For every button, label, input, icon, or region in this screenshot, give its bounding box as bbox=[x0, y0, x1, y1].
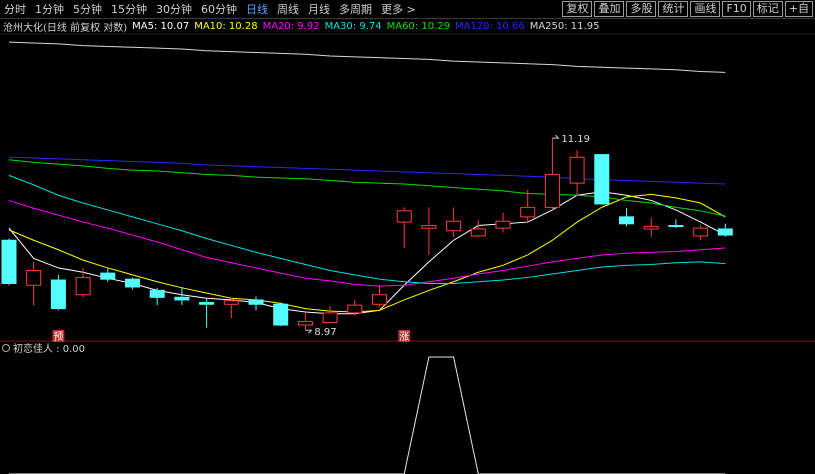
period-tab[interactable]: 月线 bbox=[308, 3, 330, 16]
signal-text: 预 bbox=[53, 331, 63, 343]
tool-button[interactable]: 复权 bbox=[562, 1, 593, 17]
legend-row: 沧州大化(日线 前复权 对数) MA5: 10.07 MA10: 10.28 MA20… bbox=[0, 20, 600, 34]
period-tab[interactable]: 分时 bbox=[4, 3, 26, 16]
candle-body bbox=[322, 312, 338, 323]
indicator-icon bbox=[2, 344, 10, 352]
min-pointer bbox=[305, 329, 313, 334]
period-tab[interactable]: 更多 > bbox=[381, 3, 416, 16]
tool-button[interactable]: 画线 bbox=[690, 1, 721, 17]
candle-body bbox=[421, 225, 437, 229]
tool-button[interactable]: F10 bbox=[722, 1, 751, 17]
indicator-label: 初恋佳人 : 0.00 bbox=[13, 342, 85, 355]
tool-button[interactable]: 多股 bbox=[626, 1, 657, 17]
candle-body bbox=[297, 321, 313, 326]
period-tab[interactable]: 多周期 bbox=[339, 3, 372, 16]
ma-legend: MA10: 10.28 bbox=[194, 21, 258, 32]
panel-bg bbox=[0, 19, 815, 474]
period-tab[interactable]: 1分钟 bbox=[35, 3, 64, 16]
candle-body bbox=[520, 206, 536, 218]
signal-badge bbox=[398, 330, 411, 342]
period-tabs: 分时 1分钟 5分钟 15分钟 30分钟 60分钟 日线 周线 月线 多周期 更多 > bbox=[0, 1, 562, 17]
min-label: 8.97 bbox=[314, 327, 336, 338]
candle-body bbox=[372, 294, 387, 305]
candle-body bbox=[1, 239, 17, 284]
signal-badge bbox=[52, 330, 65, 342]
candle-body bbox=[125, 278, 140, 288]
tool-button[interactable]: +自 bbox=[784, 1, 813, 17]
candle-body bbox=[223, 300, 239, 305]
period-tab[interactable]: 日线 bbox=[246, 3, 268, 16]
ma-line bbox=[8, 174, 726, 284]
ma-line bbox=[8, 41, 726, 73]
ma-legend: MA5: 10.07 bbox=[132, 21, 190, 32]
period-tab[interactable]: 30分钟 bbox=[156, 3, 192, 16]
candle-body bbox=[50, 279, 66, 310]
tool-button[interactable]: 叠加 bbox=[594, 1, 625, 17]
candle-body bbox=[199, 302, 215, 305]
candle-body bbox=[495, 220, 511, 229]
max-pointer bbox=[552, 134, 560, 139]
ma-legend: MA30: 9.74 bbox=[324, 21, 382, 32]
tool-buttons: 复权 叠加 多股 统计 画线 F10 标记 +自 bbox=[562, 1, 815, 17]
candle-body bbox=[75, 276, 91, 296]
candle-body bbox=[446, 220, 462, 232]
candle-body bbox=[100, 272, 116, 280]
stock-title: 沧州大化(日线 前复权 对数) bbox=[3, 23, 128, 34]
candle-body bbox=[717, 228, 733, 236]
candle-body bbox=[149, 289, 165, 298]
candle-body bbox=[594, 154, 610, 205]
candle-body bbox=[470, 228, 486, 237]
period-tab[interactable]: 60分钟 bbox=[201, 3, 237, 16]
period-tab[interactable]: 周线 bbox=[277, 3, 299, 16]
ma-legend: MA250: 11.95 bbox=[529, 21, 600, 32]
tool-button[interactable]: 标记 bbox=[752, 1, 783, 17]
candle-body bbox=[26, 270, 42, 286]
signal-text: 涨 bbox=[399, 331, 409, 343]
candle-body bbox=[693, 227, 709, 237]
period-tab[interactable]: 15分钟 bbox=[111, 3, 147, 16]
candle-body bbox=[396, 210, 412, 223]
period-tab[interactable]: 5分钟 bbox=[73, 3, 102, 16]
candle-body bbox=[643, 225, 659, 230]
candle-body bbox=[248, 299, 264, 305]
ma-line bbox=[8, 193, 726, 313]
candle-body bbox=[619, 216, 634, 225]
max-label: 11.19 bbox=[561, 134, 590, 145]
tool-button[interactable]: 统计 bbox=[658, 1, 689, 17]
candle-body bbox=[174, 296, 190, 301]
candle-body bbox=[668, 225, 684, 228]
candle-body bbox=[544, 173, 560, 208]
ma-line bbox=[8, 199, 726, 287]
candle-body bbox=[347, 304, 363, 314]
toolbar: 分时 1分钟 5分钟 15分钟 30分钟 60分钟 日线 周线 月线 多周期 更多 > 复权 叠加 多股统… bbox=[0, 0, 815, 19]
ma-legend: MA120: 10.66 bbox=[454, 21, 525, 32]
candle-body bbox=[273, 303, 289, 326]
ma-legend: MA60: 10.29 bbox=[386, 21, 450, 32]
candle-body bbox=[569, 156, 585, 184]
ma-legend: MA20: 9.92 bbox=[262, 21, 320, 32]
